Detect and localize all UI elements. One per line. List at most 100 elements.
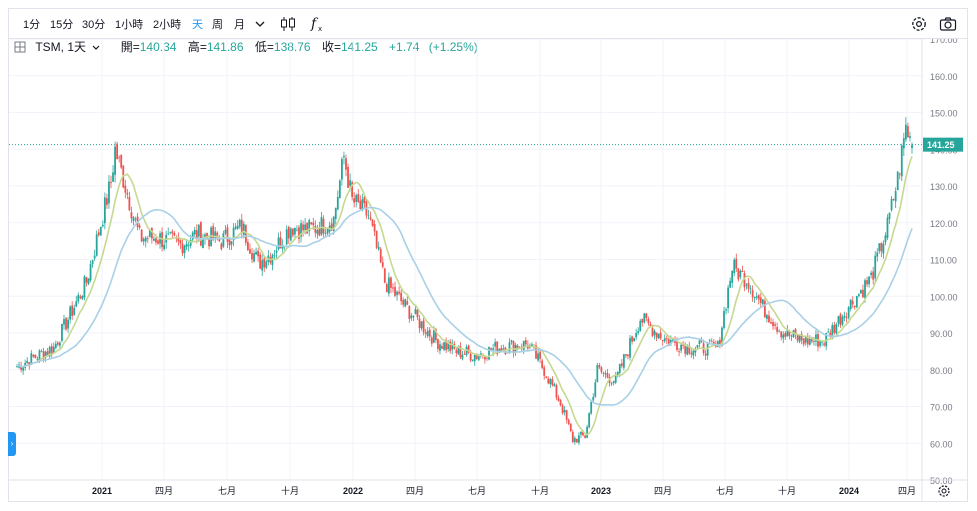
chevron-down-icon[interactable] bbox=[250, 14, 270, 34]
candle-body bbox=[432, 330, 435, 343]
candle-body bbox=[857, 294, 860, 296]
candlestick-icon[interactable] bbox=[278, 14, 298, 34]
candle-body bbox=[629, 338, 631, 358]
chart-toolbar: 1分 15分 30分 1小時 2小時 天 周 月 f x bbox=[9, 9, 967, 39]
candle-body bbox=[610, 383, 613, 385]
timeframe-15m[interactable]: 15分 bbox=[50, 19, 74, 31]
candle-body bbox=[627, 354, 629, 357]
candle-body bbox=[34, 354, 37, 359]
candle-body bbox=[743, 273, 746, 288]
timeframe-1w[interactable]: 周 bbox=[212, 19, 223, 31]
camera-icon[interactable] bbox=[938, 14, 958, 34]
candle-body bbox=[667, 339, 670, 346]
candle-body bbox=[157, 240, 159, 244]
candle-body bbox=[778, 330, 781, 332]
candle-body bbox=[782, 334, 785, 339]
candle-body bbox=[434, 329, 437, 341]
candle-body bbox=[461, 354, 464, 359]
candle-body bbox=[73, 307, 76, 316]
candle-body bbox=[813, 340, 815, 342]
timeframe-1mo[interactable]: 月 bbox=[234, 19, 245, 31]
timeframe-1h[interactable]: 1小時 bbox=[115, 19, 144, 31]
candle-body bbox=[774, 324, 776, 326]
candle-body bbox=[831, 325, 834, 339]
candle-body bbox=[878, 243, 881, 252]
candle-body bbox=[330, 223, 333, 231]
candle-body bbox=[85, 277, 88, 283]
time-tick-label: 十月 bbox=[778, 485, 796, 496]
time-tick-label: 七月 bbox=[468, 486, 486, 496]
price-tick-label: 80.00 bbox=[930, 366, 953, 376]
candle-body bbox=[880, 243, 883, 252]
candle-body bbox=[639, 320, 642, 332]
candle-body bbox=[512, 341, 515, 354]
price-tick-label: 70.00 bbox=[930, 403, 953, 413]
ma-slow-line bbox=[16, 206, 913, 406]
candle-body bbox=[56, 342, 59, 345]
collapse-legend-icon[interactable] bbox=[14, 41, 26, 53]
candle-body bbox=[422, 320, 425, 333]
candle-body bbox=[155, 238, 157, 243]
candle-body bbox=[363, 197, 366, 204]
candle-body bbox=[692, 350, 695, 356]
candle-body bbox=[768, 315, 770, 323]
candle-body bbox=[473, 354, 476, 362]
price-tick-label: 150.00 bbox=[930, 109, 958, 119]
timeframe-1d[interactable]: 天 bbox=[192, 19, 203, 31]
candle-body bbox=[259, 254, 262, 269]
candle-body bbox=[447, 343, 450, 350]
candle-body bbox=[494, 342, 497, 347]
candle-body bbox=[641, 318, 644, 323]
symbol-chevron-icon[interactable] bbox=[91, 42, 101, 52]
candle-body bbox=[414, 309, 417, 315]
candle-body bbox=[377, 246, 380, 250]
candle-body bbox=[496, 341, 499, 354]
candle-body bbox=[719, 339, 721, 345]
candle-body bbox=[766, 315, 768, 319]
candle-body bbox=[375, 230, 378, 248]
candle-body bbox=[265, 261, 268, 268]
candle-body bbox=[183, 245, 186, 254]
candle-body bbox=[87, 278, 90, 285]
candle-body bbox=[911, 144, 913, 149]
candle-body bbox=[761, 299, 764, 305]
candle-body bbox=[751, 290, 754, 298]
candle-body bbox=[130, 212, 133, 219]
candle-body bbox=[44, 351, 47, 358]
candle-body bbox=[163, 244, 166, 250]
candle-body bbox=[439, 344, 441, 351]
symbol-label[interactable]: TSM, 1天 bbox=[35, 40, 87, 54]
candle-body bbox=[876, 252, 879, 257]
candle-body bbox=[50, 346, 53, 355]
function-icon[interactable]: f x bbox=[308, 14, 328, 34]
candle-body bbox=[210, 227, 213, 247]
candle-body bbox=[700, 340, 703, 342]
candle-body bbox=[563, 409, 566, 413]
candle-body bbox=[287, 227, 290, 239]
candle-body bbox=[749, 288, 752, 290]
candle-body bbox=[551, 379, 554, 386]
axis-settings-icon[interactable] bbox=[938, 485, 950, 497]
candle-body bbox=[212, 226, 215, 240]
candle-body bbox=[839, 314, 842, 326]
candle-body bbox=[467, 345, 470, 353]
candle-body bbox=[516, 345, 519, 349]
candle-body bbox=[582, 431, 584, 436]
candle-body bbox=[179, 240, 182, 244]
candle-body bbox=[682, 344, 685, 346]
side-panel-toggle[interactable]: › bbox=[8, 432, 16, 456]
candle-body bbox=[110, 182, 112, 184]
timeframe-2h[interactable]: 2小時 bbox=[153, 19, 182, 31]
candle-body bbox=[238, 219, 241, 227]
price-chart[interactable]: 170.00160.00150.00140.00130.00120.00110.… bbox=[9, 39, 968, 501]
timeframe-1m[interactable]: 1分 bbox=[23, 19, 41, 31]
candle-body bbox=[445, 340, 448, 351]
candle-body bbox=[592, 396, 595, 401]
candle-body bbox=[567, 419, 570, 424]
timeframe-30m[interactable]: 30分 bbox=[82, 19, 106, 31]
candle-body bbox=[788, 331, 791, 336]
candle-body bbox=[633, 338, 636, 342]
candle-body bbox=[279, 237, 282, 249]
settings-icon[interactable] bbox=[909, 14, 929, 34]
candle-body bbox=[806, 336, 809, 345]
